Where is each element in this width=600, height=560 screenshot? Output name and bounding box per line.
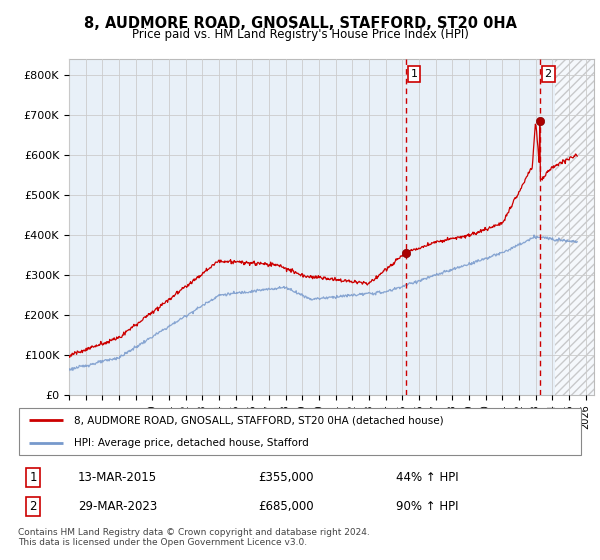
Text: 29-MAR-2023: 29-MAR-2023 (78, 500, 157, 514)
FancyBboxPatch shape (19, 408, 581, 455)
Text: 2: 2 (29, 500, 37, 514)
Text: 44% ↑ HPI: 44% ↑ HPI (396, 470, 458, 484)
Text: 1: 1 (29, 470, 37, 484)
Text: £355,000: £355,000 (258, 470, 314, 484)
Text: Contains HM Land Registry data © Crown copyright and database right 2024.
This d: Contains HM Land Registry data © Crown c… (18, 528, 370, 547)
Text: 2: 2 (545, 69, 552, 79)
Text: 13-MAR-2015: 13-MAR-2015 (78, 470, 157, 484)
Text: 8, AUDMORE ROAD, GNOSALL, STAFFORD, ST20 0HA (detached house): 8, AUDMORE ROAD, GNOSALL, STAFFORD, ST20… (74, 416, 444, 426)
Text: 1: 1 (410, 69, 418, 79)
Text: 90% ↑ HPI: 90% ↑ HPI (396, 500, 458, 514)
Bar (555, 59, 594, 395)
Text: HPI: Average price, detached house, Stafford: HPI: Average price, detached house, Staf… (74, 438, 309, 448)
Text: 8, AUDMORE ROAD, GNOSALL, STAFFORD, ST20 0HA: 8, AUDMORE ROAD, GNOSALL, STAFFORD, ST20… (83, 16, 517, 31)
Text: Price paid vs. HM Land Registry's House Price Index (HPI): Price paid vs. HM Land Registry's House … (131, 28, 469, 41)
Text: £685,000: £685,000 (258, 500, 314, 514)
Bar (555, 59, 594, 395)
